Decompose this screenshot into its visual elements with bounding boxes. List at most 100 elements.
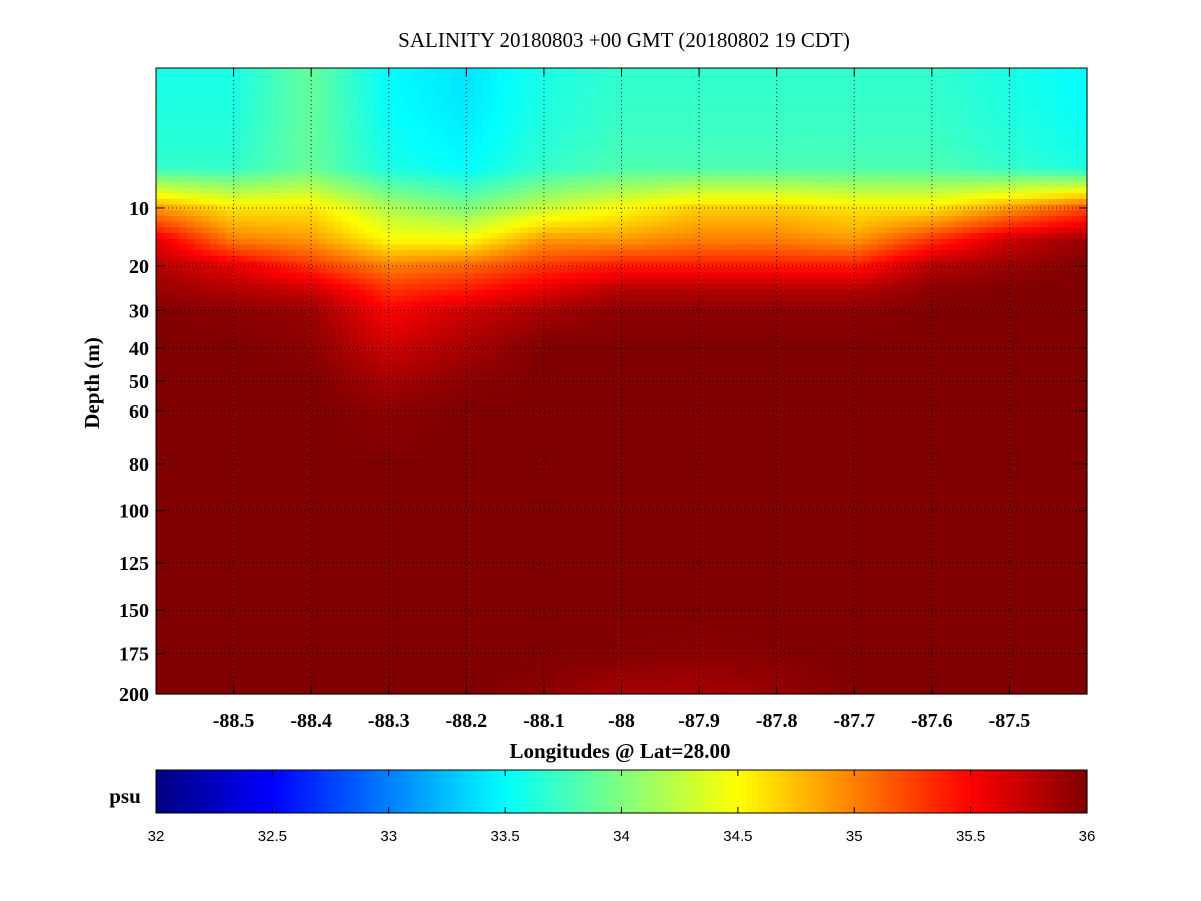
- heatmap-cell: [722, 261, 731, 268]
- heatmap-cell: [1017, 170, 1026, 177]
- heatmap-cell: [187, 159, 196, 166]
- heatmap-cell: [1048, 141, 1057, 149]
- heatmap-cell: [156, 176, 165, 183]
- heatmap-cell: [156, 90, 165, 98]
- heatmap-cell: [753, 295, 762, 302]
- heatmap-cell: [900, 267, 910, 274]
- heatmap-cell: [179, 233, 188, 240]
- heatmap-cell: [218, 141, 227, 149]
- heatmap-cell: [652, 124, 661, 132]
- heatmap-cell: [1032, 215, 1042, 223]
- heatmap-cell: [303, 289, 312, 297]
- heatmap-cell: [1048, 272, 1057, 280]
- heatmap-cell: [559, 193, 568, 200]
- heatmap-cell: [256, 221, 266, 228]
- heatmap-cell: [869, 193, 879, 200]
- heatmap-cell: [931, 193, 941, 200]
- heatmap-cell: [505, 221, 514, 228]
- heatmap-cell: [784, 170, 793, 177]
- heatmap-cell: [388, 278, 398, 285]
- heatmap-cell: [373, 90, 382, 98]
- heatmap-cell: [318, 102, 328, 109]
- heatmap-cell: [598, 73, 607, 80]
- heatmap-cell: [799, 244, 809, 251]
- heatmap-cell: [970, 79, 979, 86]
- heatmap-cell: [846, 147, 855, 154]
- heatmap-cell: [916, 147, 925, 154]
- heatmap-cell: [582, 284, 592, 291]
- heatmap-cell: [303, 136, 312, 143]
- heatmap-cell: [505, 170, 514, 177]
- heatmap-cell: [877, 164, 886, 172]
- heatmap-cell: [233, 193, 242, 200]
- heatmap-cell: [962, 227, 972, 234]
- heatmap-cell: [435, 159, 444, 166]
- heatmap-cell: [869, 170, 879, 177]
- heatmap-cell: [613, 238, 623, 246]
- heatmap-cell: [737, 153, 747, 160]
- heatmap-cell: [481, 124, 491, 132]
- heatmap-cell: [419, 250, 429, 257]
- heatmap-cell: [326, 79, 336, 86]
- heatmap-cell: [900, 289, 910, 297]
- heatmap-cell: [815, 96, 824, 103]
- heatmap-cell: [156, 181, 165, 189]
- heatmap-cell: [986, 68, 995, 75]
- heatmap-cell: [396, 221, 405, 228]
- heatmap-cell: [171, 272, 180, 280]
- heatmap-cell: [660, 301, 669, 308]
- heatmap-cell: [590, 210, 599, 217]
- heatmap-cell: [1071, 107, 1080, 115]
- heatmap-cell: [187, 250, 196, 257]
- heatmap-cell: [481, 244, 491, 251]
- heatmap-cell: [838, 153, 848, 160]
- heatmap-cell: [512, 255, 522, 263]
- heatmap-cell: [567, 107, 576, 115]
- heatmap-cell: [862, 193, 871, 200]
- heatmap-cell: [792, 278, 801, 285]
- heatmap-cell: [536, 181, 545, 189]
- heatmap-cell: [838, 181, 848, 189]
- heatmap-cell: [854, 124, 863, 132]
- heatmap-cell: [225, 204, 235, 211]
- heatmap-cell: [714, 198, 723, 206]
- heatmap-cell: [753, 124, 762, 132]
- heatmap-cell: [412, 221, 421, 228]
- heatmap-cell: [815, 204, 824, 211]
- heatmap-cell: [1040, 187, 1049, 194]
- heatmap-cell: [334, 198, 343, 206]
- heatmap-cell: [900, 107, 910, 115]
- heatmap-cell: [768, 210, 778, 217]
- heatmap-cell: [830, 215, 840, 223]
- heatmap-cell: [202, 210, 211, 217]
- heatmap-cell: [1032, 267, 1042, 274]
- heatmap-cell: [947, 141, 956, 149]
- heatmap-cell: [171, 181, 180, 189]
- heatmap-cell: [481, 85, 491, 92]
- heatmap-cell: [768, 267, 778, 274]
- heatmap-cell: [590, 141, 599, 149]
- heatmap-cell: [869, 233, 879, 240]
- heatmap-cell: [1032, 85, 1042, 92]
- heatmap-cell: [1009, 238, 1018, 246]
- heatmap-cell: [815, 73, 824, 80]
- heatmap-cell: [590, 295, 599, 302]
- heatmap-cell: [210, 181, 219, 189]
- heatmap-cell: [318, 204, 328, 211]
- heatmap-cell: [404, 278, 413, 285]
- heatmap-cell: [1017, 85, 1026, 92]
- heatmap-cell: [528, 181, 537, 189]
- heatmap-cell: [342, 136, 351, 143]
- heatmap-cell: [474, 204, 483, 211]
- heatmap-cell: [582, 244, 592, 251]
- heatmap-cell: [815, 107, 824, 115]
- heatmap-cell: [885, 255, 894, 263]
- heatmap-cell: [536, 289, 545, 297]
- heatmap-cell: [947, 102, 956, 109]
- heatmap-cell: [357, 261, 367, 268]
- heatmap-cell: [334, 102, 343, 109]
- heatmap-cell: [512, 204, 522, 211]
- heatmap-cell: [567, 233, 576, 240]
- heatmap-cell: [435, 250, 444, 257]
- heatmap-cell: [334, 284, 343, 291]
